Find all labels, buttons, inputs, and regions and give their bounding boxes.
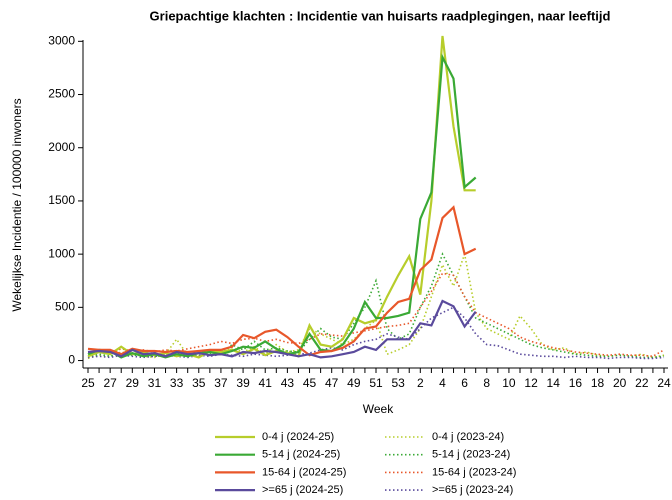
y-tick-label: 2500 [48, 87, 75, 101]
legend-label: 15-64 j (2024-25) [262, 466, 346, 478]
series-line [87, 251, 665, 360]
x-tick-label: 45 [303, 376, 317, 390]
series-line [87, 53, 477, 359]
series-line [87, 35, 476, 359]
x-tick-label: 41 [259, 376, 273, 390]
x-tick-label: 12 [524, 376, 538, 390]
legend-label: 0-4 j (2023-24) [432, 431, 504, 443]
legend-label: >=65 j (2024-25) [262, 484, 343, 496]
x-tick-label: 20 [613, 376, 627, 390]
series-line [87, 306, 665, 360]
x-tick-label: 18 [591, 376, 605, 390]
y-tick-label: 2000 [48, 140, 75, 154]
series-line [87, 205, 477, 357]
x-tick-label: 49 [347, 376, 361, 390]
y-tick-label: 500 [55, 300, 75, 314]
x-tick-label: 25 [81, 376, 95, 390]
x-tick-label: 4 [439, 376, 446, 390]
series-line [87, 252, 665, 359]
legend-label: 0-4 j (2024-25) [262, 431, 334, 443]
x-tick-label: 51 [369, 376, 383, 390]
x-tick-label: 22 [635, 376, 649, 390]
legend-label: 5-14 j (2024-25) [262, 449, 340, 461]
x-tick-label: 27 [103, 376, 117, 390]
chart-title: Griepachtige klachten : Incidentie van h… [150, 8, 611, 23]
x-tick-label: 29 [126, 376, 140, 390]
series-line [87, 299, 477, 359]
x-tick-label: 24 [657, 376, 671, 390]
x-tick-label: 53 [391, 376, 405, 390]
x-tick-label: 33 [170, 376, 184, 390]
y-tick-label: 0 [68, 353, 75, 367]
x-tick-label: 16 [569, 376, 583, 390]
x-tick-label: 37 [214, 376, 228, 390]
x-tick-label: 2 [417, 376, 424, 390]
y-tick-label: 3000 [48, 33, 75, 47]
x-tick-label: 43 [281, 376, 295, 390]
y-axis-label: Wekelijkse Incidentie / 100000 inwoners [10, 98, 24, 311]
x-tick-label: 39 [236, 376, 250, 390]
x-tick-label: 31 [148, 376, 162, 390]
x-axis-label: Week [363, 402, 394, 416]
x-tick-label: 47 [325, 376, 339, 390]
x-tick-label: 14 [547, 376, 561, 390]
x-tick-label: 6 [461, 376, 468, 390]
y-tick-label: 1500 [48, 193, 75, 207]
legend-label: 15-64 j (2023-24) [432, 466, 516, 478]
x-tick-label: 8 [483, 376, 490, 390]
legend-label: >=65 j (2023-24) [432, 484, 513, 496]
x-tick-label: 35 [192, 376, 206, 390]
legend-label: 5-14 j (2023-24) [432, 449, 510, 461]
y-tick-label: 1000 [48, 246, 75, 260]
series-line [87, 272, 665, 358]
x-tick-label: 10 [502, 376, 516, 390]
